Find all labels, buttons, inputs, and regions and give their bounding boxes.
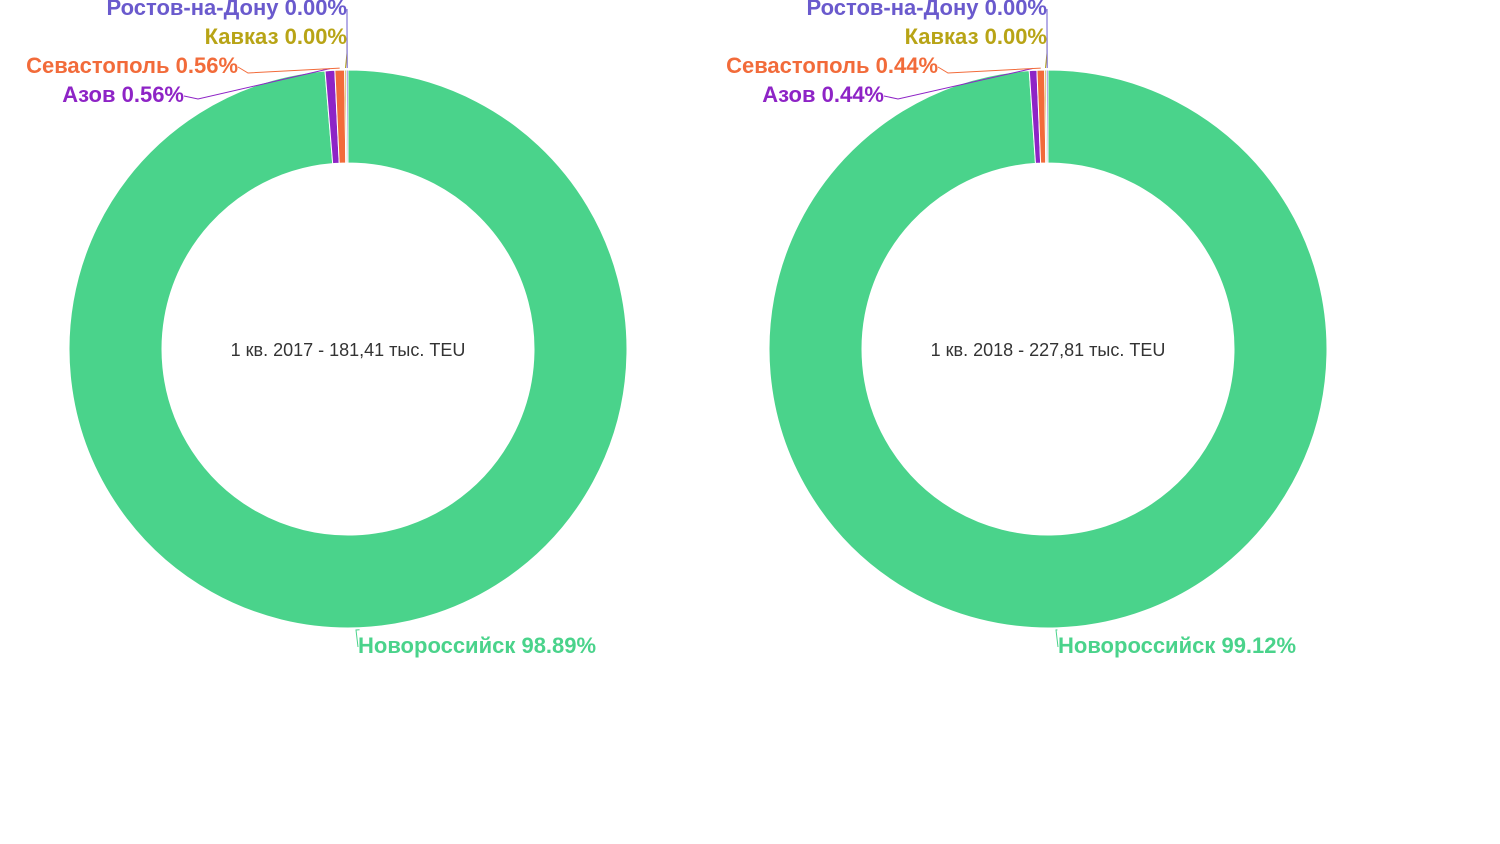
leader-line-2 [237, 66, 340, 74]
leader-lines-2017 [183, 9, 360, 648]
leader-line-0 [1055, 629, 1059, 648]
slice-label-0: Новороссийск 98.89% [358, 633, 596, 658]
donut-chart-2017: Новороссийск 98.89% Азов 0.56% Севастополь… [26, 0, 628, 658]
slice-label-0: Новороссийск 99.12% [1058, 633, 1296, 658]
slice-0 [768, 69, 1328, 629]
donut-chart-2018: Новороссийск 99.12% Азов 0.44% Севастополь… [726, 0, 1328, 658]
slice-label-2: Севастополь 0.56% [26, 53, 238, 78]
slices-2018 [768, 69, 1328, 629]
center-label-2018: 1 кв. 2018 - 227,81 тыс. TEU [931, 340, 1166, 360]
leader-line-2 [937, 66, 1041, 74]
slice-labels-2018: Новороссийск 99.12% Азов 0.44% Севастополь… [726, 0, 1296, 658]
slices-2017 [68, 69, 628, 629]
slice-4 [345, 69, 349, 164]
slice-labels-2017: Новороссийск 98.89% Азов 0.56% Севастополь… [26, 0, 596, 658]
leader-lines-2018 [883, 9, 1059, 648]
slice-label-1: Азов 0.56% [62, 82, 184, 107]
slice-label-2: Севастополь 0.44% [726, 53, 938, 78]
slice-label-4: Ростов-на-Дону 0.00% [806, 0, 1047, 20]
leader-line-0 [355, 629, 360, 648]
slice-4 [1045, 69, 1049, 164]
slice-label-4: Ростов-на-Дону 0.00% [106, 0, 347, 20]
leader-line-1 [183, 68, 330, 100]
slice-label-3: Кавказ 0.00% [205, 24, 347, 49]
center-label-2017: 1 кв. 2017 - 181,41 тыс. TEU [231, 340, 466, 360]
leader-line-1 [883, 67, 1034, 100]
slice-0 [68, 69, 628, 629]
slice-label-3: Кавказ 0.00% [905, 24, 1047, 49]
slice-label-1: Азов 0.44% [762, 82, 884, 107]
